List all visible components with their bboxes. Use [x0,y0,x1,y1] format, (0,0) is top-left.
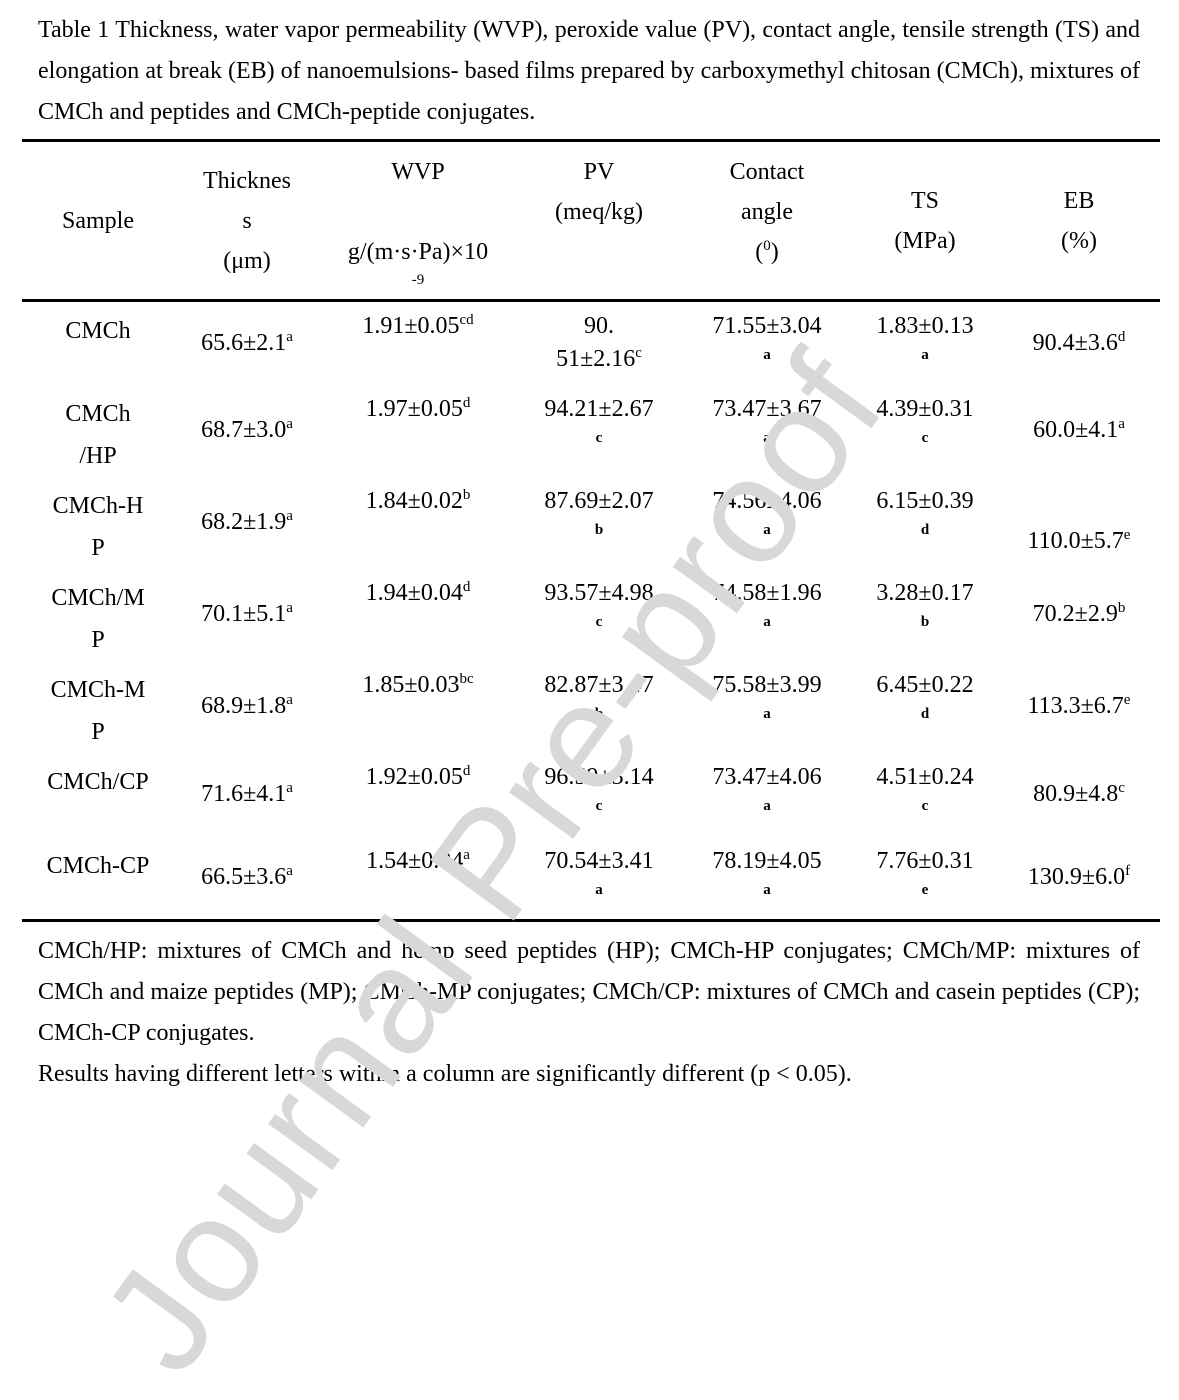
table-row: CMCh-M P 68.9±1.8a 1.85±0.03bc 82.87±3.4… [22,661,1160,753]
table-caption: Table 1 Thickness, water vapor permeabil… [38,17,1140,125]
sample-cell: CMCh/M P [51,584,145,653]
table-row: CMCh-CP 66.5±3.6a 1.54±0.04a 70.54±3.41 … [22,837,1160,921]
thickness-cell: 70.1±5.1a [201,600,293,628]
footnote-significance: Results having different letters within … [38,1061,852,1087]
eb-cell: 80.9±4.8c [1033,780,1125,808]
header-sample: Sample [62,207,134,234]
eb-cell: 70.2±2.9b [1032,600,1126,628]
pv-cell: 70.54±3.41 a [544,847,654,898]
table-row: CMCh 65.6±2.1a 1.91±0.05cd 90. 51±2.16c … [22,301,1160,385]
thickness-cell: 68.9±1.8a [201,692,293,720]
contact-angle-cell: 71.55±3.04 a [712,313,822,363]
header-row: Sample Thicknes s (μm) WVP g/(m·s·Pa)×10… [22,141,1160,301]
pv-cell: 87.69±2.07 b [544,487,654,538]
header-thickness: Thicknes s (μm) [203,167,291,274]
thickness-cell: 65.6±2.1a [201,328,293,356]
eb-cell: 130.9±6.0f [1027,863,1131,891]
sample-cell: CMCh-H P [52,492,144,561]
page-container: Table 1 Thickness, water vapor permeabil… [22,17,1160,1087]
table-row: CMCh/CP 71.6±4.1a 1.92±0.05d 96.59±3.14 … [22,753,1160,837]
contact-angle-cell: 73.47±3.67 a [712,395,822,446]
eb-cell: 90.4±3.6d [1032,328,1126,356]
ts-cell: 1.83±0.13 a [876,313,974,363]
wvp-cell: 1.91±0.05cd [362,312,474,340]
contact-angle-cell: 74.58±1.96 a [712,579,822,630]
thickness-cell: 66.5±3.6a [201,863,293,891]
header-contact-angle: Contact angle (0) [729,159,805,265]
wvp-cell: 1.85±0.03bc [362,670,474,698]
header-eb: EB (%) [1061,187,1097,254]
table-row: CMCh/M P 70.1±5.1a 1.94±0.04d 93.57±4.98… [22,569,1160,661]
ts-cell: 4.51±0.24 c [876,763,974,814]
table-row: CMCh-H P 68.2±1.9a 1.84±0.02b 87.69±2.07… [22,477,1160,569]
sample-cell: CMCh/CP [47,768,149,795]
contact-angle-cell: 78.19±4.05 a [712,847,822,898]
wvp-cell: 1.92±0.05d [365,762,471,790]
ts-cell: 7.76±0.31 e [876,847,974,898]
sample-cell: CMCh-CP [46,852,150,879]
pv-cell: 93.57±4.98 c [544,579,654,630]
contact-angle-cell: 75.58±3.99 a [712,671,822,722]
table-row: CMCh /HP 68.7±3.0a 1.97±0.05d 94.21±2.67… [22,385,1160,477]
wvp-cell: 1.97±0.05d [365,394,471,422]
sample-cell: CMCh-M P [50,676,146,745]
eb-cell: 110.0±5.7e [1027,526,1131,554]
pv-cell: 82.87±3.47 b [544,671,654,722]
pv-cell: 94.21±2.67 c [544,395,654,446]
sample-cell: CMCh [65,318,131,344]
thickness-cell: 71.6±4.1a [201,780,293,808]
ts-cell: 6.15±0.39 d [876,487,974,538]
contact-angle-cell: 74.56±4.06 a [712,487,822,538]
eb-cell: 113.3±6.7e [1027,692,1131,720]
thickness-cell: 68.2±1.9a [201,508,293,536]
pv-cell: 96.59±3.14 c [544,763,654,814]
ts-cell: 3.28±0.17 b [876,579,974,630]
header-pv: PV (meq/kg) [555,159,643,225]
eb-cell: 60.0±4.1a [1033,416,1125,444]
pv-cell: 90. 51±2.16c [556,313,642,372]
wvp-cell: 1.84±0.02b [365,486,471,514]
ts-cell: 6.45±0.22 d [876,671,974,722]
wvp-cell: 1.94±0.04d [365,578,471,606]
ts-cell: 4.39±0.31 c [876,395,974,446]
data-table: Sample Thicknes s (μm) WVP g/(m·s·Pa)×10… [22,139,1160,922]
footnote-definitions: CMCh/HP: mixtures of CMCh and hemp seed … [38,938,1140,1046]
header-ts: TS (MPa) [894,187,956,254]
wvp-cell: 1.54±0.04a [366,846,470,874]
contact-angle-cell: 73.47±4.06 a [712,763,822,814]
header-wvp: WVP g/(m·s·Pa)×10 -9 [347,159,489,288]
thickness-cell: 68.7±3.0a [201,416,293,444]
sample-cell: CMCh /HP [65,400,131,469]
